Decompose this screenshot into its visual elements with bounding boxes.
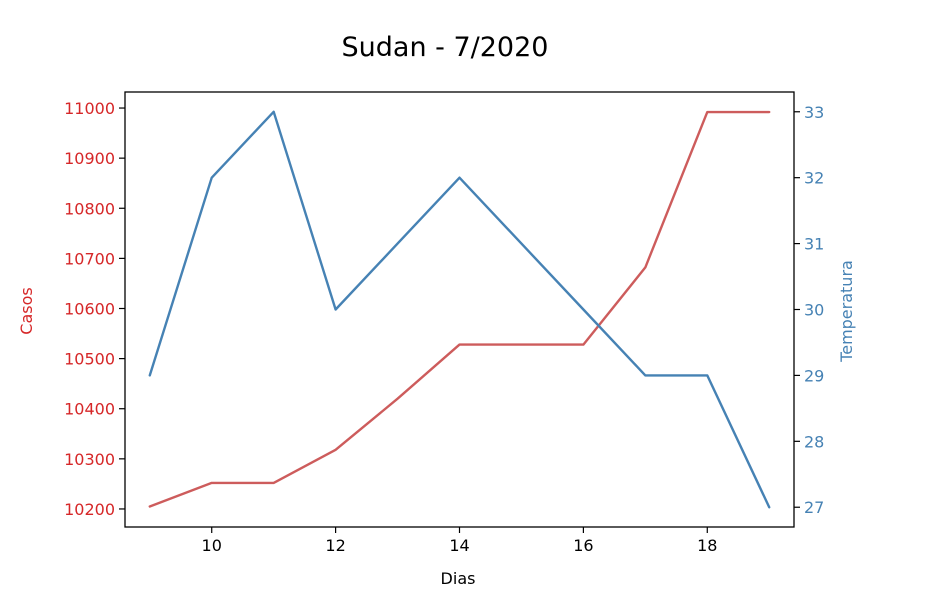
y-right-tick-label: 30 (804, 301, 824, 320)
chart-title: Sudan - 7/2020 (342, 32, 549, 63)
plot-frame (124, 91, 795, 528)
x-tick-label: 18 (697, 536, 717, 555)
y-left-tick-label: 10200 (64, 500, 115, 519)
x-tick-label: 12 (325, 536, 345, 555)
y-left-tick-label: 11000 (64, 99, 115, 118)
y-axis-left: 10200 10300 10400 10500 10600 10700 10800 10900… (64, 99, 125, 519)
plot-area (124, 91, 795, 528)
y-left-tick-label: 10900 (64, 149, 115, 168)
y-left-tick-label: 10600 (64, 299, 115, 318)
y-right-tick-label: 27 (804, 498, 824, 517)
x-tick-label: 10 (202, 536, 222, 555)
x-tick-label: 16 (573, 536, 593, 555)
y-left-tick-label: 10800 (64, 199, 115, 218)
x-tick-label: 14 (449, 536, 469, 555)
x-axis-label: Dias (441, 569, 476, 588)
y-left-tick-label: 10500 (64, 350, 115, 369)
series-line-casos (148, 110, 771, 508)
y-left-tick-label: 10300 (64, 450, 115, 469)
y-right-tick-label: 33 (804, 103, 824, 122)
series-line-temperatura (148, 110, 771, 509)
y-left-tick-label: 10700 (64, 249, 115, 268)
x-axis: 10 12 14 16 18 (202, 527, 717, 555)
y-axis-left-label: Casos (17, 287, 36, 334)
y-right-tick-label: 32 (804, 169, 824, 188)
y-left-tick-label: 10400 (64, 400, 115, 419)
y-right-tick-label: 31 (804, 235, 824, 254)
y-axis-right: 27 28 29 30 31 32 33 (794, 103, 824, 517)
y-axis-right-label: Temperatura (837, 260, 856, 363)
y-right-tick-label: 29 (804, 366, 824, 385)
y-right-tick-label: 28 (804, 432, 824, 451)
